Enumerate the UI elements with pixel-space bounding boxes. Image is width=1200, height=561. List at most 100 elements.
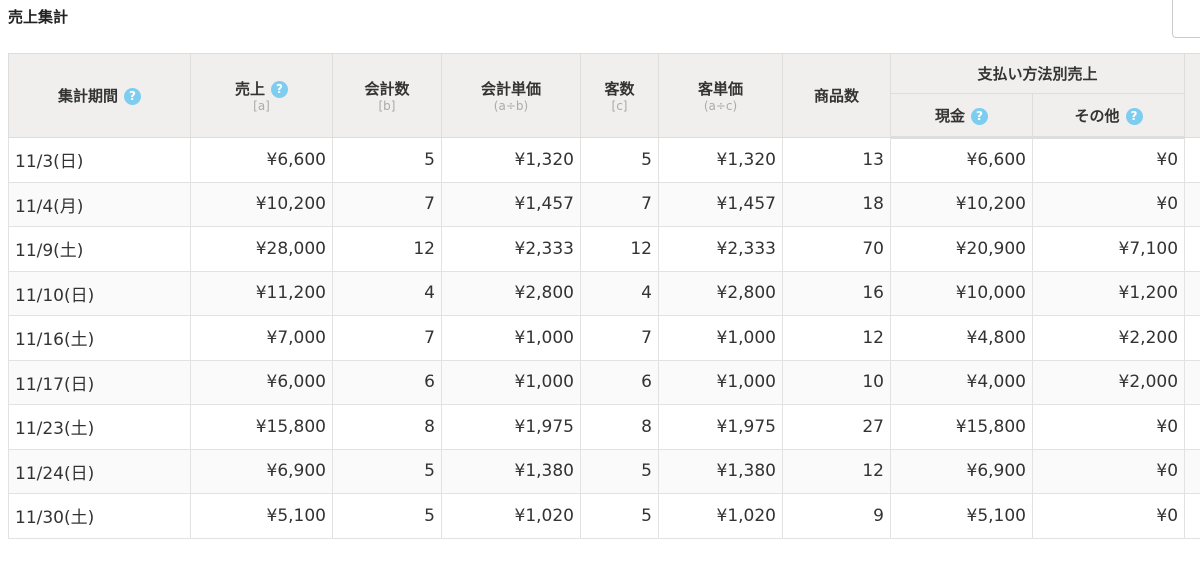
header-cash: 現金? (890, 93, 1033, 139)
table-row: 11/17(日) ¥6,000 6 ¥1,000 6 ¥1,000 10 ¥4,000 ¥2,0… (8, 359, 1200, 405)
table-cell: ¥1,975 (441, 404, 581, 450)
table-row: 11/10(日) ¥11,200 4 ¥2,800 4 ¥2,800 16 ¥10,000 ¥1… (8, 270, 1200, 316)
table-cell: ¥2,000 (1031, 359, 1186, 405)
table-cell: 7 (580, 315, 659, 361)
table-cell: 9 (782, 493, 891, 539)
table-cell: ¥6,000 (190, 359, 333, 405)
table-cell: ¥1,000 (441, 315, 581, 361)
table-cell: ¥10,200 (190, 181, 333, 227)
table-cell: ¥6,600 (190, 137, 333, 183)
table-cell: 10 (782, 359, 891, 405)
header-extra (1184, 53, 1200, 138)
table-cell: ¥1,000 (441, 359, 581, 405)
table-cell: ¥11,200 (190, 270, 333, 316)
table-cell: ¥7,000 (190, 315, 333, 361)
help-icon[interactable]: ? (124, 88, 141, 105)
table-row: 11/24(日) ¥6,900 5 ¥1,380 5 ¥1,380 12 ¥6,900 ¥0 (8, 448, 1200, 494)
corner-button[interactable] (1172, 0, 1200, 38)
table-cell: ¥28,000 (190, 226, 333, 272)
table-cell: ¥1,380 (441, 448, 581, 494)
table-cell: 5 (332, 137, 442, 183)
table-cell: ¥5,100 (890, 493, 1033, 539)
table-cell-extra (1184, 493, 1200, 539)
table-cell: 11/16(土) (8, 315, 191, 361)
table-cell: ¥7,100 (1031, 226, 1186, 272)
table-cell: ¥1,320 (441, 137, 581, 183)
table-cell-extra (1184, 270, 1200, 316)
table-cell: ¥1,320 (658, 137, 783, 183)
page-title: 売上集計 (8, 8, 69, 26)
table-cell: 6 (580, 359, 659, 405)
table-cell: 6 (332, 359, 442, 405)
table-cell: ¥5,100 (190, 493, 333, 539)
table-cell: 5 (580, 448, 659, 494)
table-cell: ¥1,020 (441, 493, 581, 539)
table-cell: 4 (580, 270, 659, 316)
table-cell: ¥1,000 (658, 359, 783, 405)
table-cell: 11/23(土) (8, 404, 191, 450)
table-cell: ¥6,600 (890, 137, 1033, 183)
table-cell: 8 (580, 404, 659, 450)
table-cell: ¥1,457 (658, 181, 783, 227)
table-cell-extra (1184, 137, 1200, 183)
table-cell: 5 (332, 448, 442, 494)
table-cell: ¥2,333 (658, 226, 783, 272)
table-cell: ¥1,200 (1031, 270, 1186, 316)
table-cell-extra (1184, 404, 1200, 450)
header-customers: 客数 [c] (580, 53, 659, 138)
table-cell: 5 (580, 137, 659, 183)
table-cell: 7 (332, 181, 442, 227)
table-cell: ¥4,800 (890, 315, 1033, 361)
table-cell: 12 (782, 448, 891, 494)
table-cell: 12 (332, 226, 442, 272)
table-cell: ¥2,200 (1031, 315, 1186, 361)
table-cell: ¥1,457 (441, 181, 581, 227)
table-cell-extra (1184, 448, 1200, 494)
table-cell-extra (1184, 359, 1200, 405)
table-cell: ¥0 (1031, 404, 1186, 450)
table-cell: 5 (332, 493, 442, 539)
table-cell-extra (1184, 226, 1200, 272)
table-cell: 11/17(日) (8, 359, 191, 405)
table-cell: 11/9(土) (8, 226, 191, 272)
table-cell-extra (1184, 181, 1200, 227)
table-cell: 18 (782, 181, 891, 227)
header-checkout-unit: 会計単価 (a÷b) (441, 53, 581, 138)
header-payment-group: 支払い方法別売上 (889, 53, 1186, 94)
table-cell: ¥2,800 (658, 270, 783, 316)
table-cell: 8 (332, 404, 442, 450)
help-icon[interactable]: ? (971, 107, 988, 125)
table-cell: 7 (332, 315, 442, 361)
table-cell: ¥6,900 (190, 448, 333, 494)
table-cell: ¥4,000 (890, 359, 1033, 405)
table-row: 11/16(土) ¥7,000 7 ¥1,000 7 ¥1,000 12 ¥4,800 ¥2,2… (8, 315, 1200, 361)
table-cell: 13 (782, 137, 891, 183)
table-cell-extra (1184, 315, 1200, 361)
table-cell: 11/3(日) (8, 137, 191, 183)
table-cell: ¥2,333 (441, 226, 581, 272)
table-row: 11/30(土) ¥5,100 5 ¥1,020 5 ¥1,020 9 ¥5,100 ¥0 (8, 493, 1200, 539)
table-cell: 11/30(土) (8, 493, 191, 539)
table-row: 11/9(土) ¥28,000 12 ¥2,333 12 ¥2,333 70 ¥20,900 ¥… (8, 226, 1200, 272)
table-cell: ¥1,380 (658, 448, 783, 494)
header-sales: 売上? [a] (190, 53, 333, 138)
header-other: その他? (1031, 93, 1186, 139)
table-cell: ¥1,000 (658, 315, 783, 361)
table-cell: ¥0 (1031, 493, 1186, 539)
table-cell: ¥10,200 (890, 181, 1033, 227)
table-cell: 5 (580, 493, 659, 539)
table-cell: 11/10(日) (8, 270, 191, 316)
table-cell: ¥0 (1031, 181, 1186, 227)
help-icon[interactable]: ? (1125, 107, 1143, 125)
table-cell: ¥6,900 (890, 448, 1033, 494)
header-items: 商品数 (782, 53, 891, 138)
table-cell: 70 (782, 226, 891, 272)
table-cell: 27 (782, 404, 891, 450)
table-cell: ¥2,800 (441, 270, 581, 316)
table-cell: 4 (332, 270, 442, 316)
table-row: 11/3(日) ¥6,600 5 ¥1,320 5 ¥1,320 13 ¥6,600 ¥0 (8, 137, 1200, 183)
table-cell: 12 (580, 226, 659, 272)
header-checkouts: 会計数 [b] (332, 53, 442, 138)
help-icon[interactable]: ? (271, 81, 288, 98)
table-row: 11/23(土) ¥15,800 8 ¥1,975 8 ¥1,975 27 ¥15,800 ¥0 (8, 404, 1200, 450)
